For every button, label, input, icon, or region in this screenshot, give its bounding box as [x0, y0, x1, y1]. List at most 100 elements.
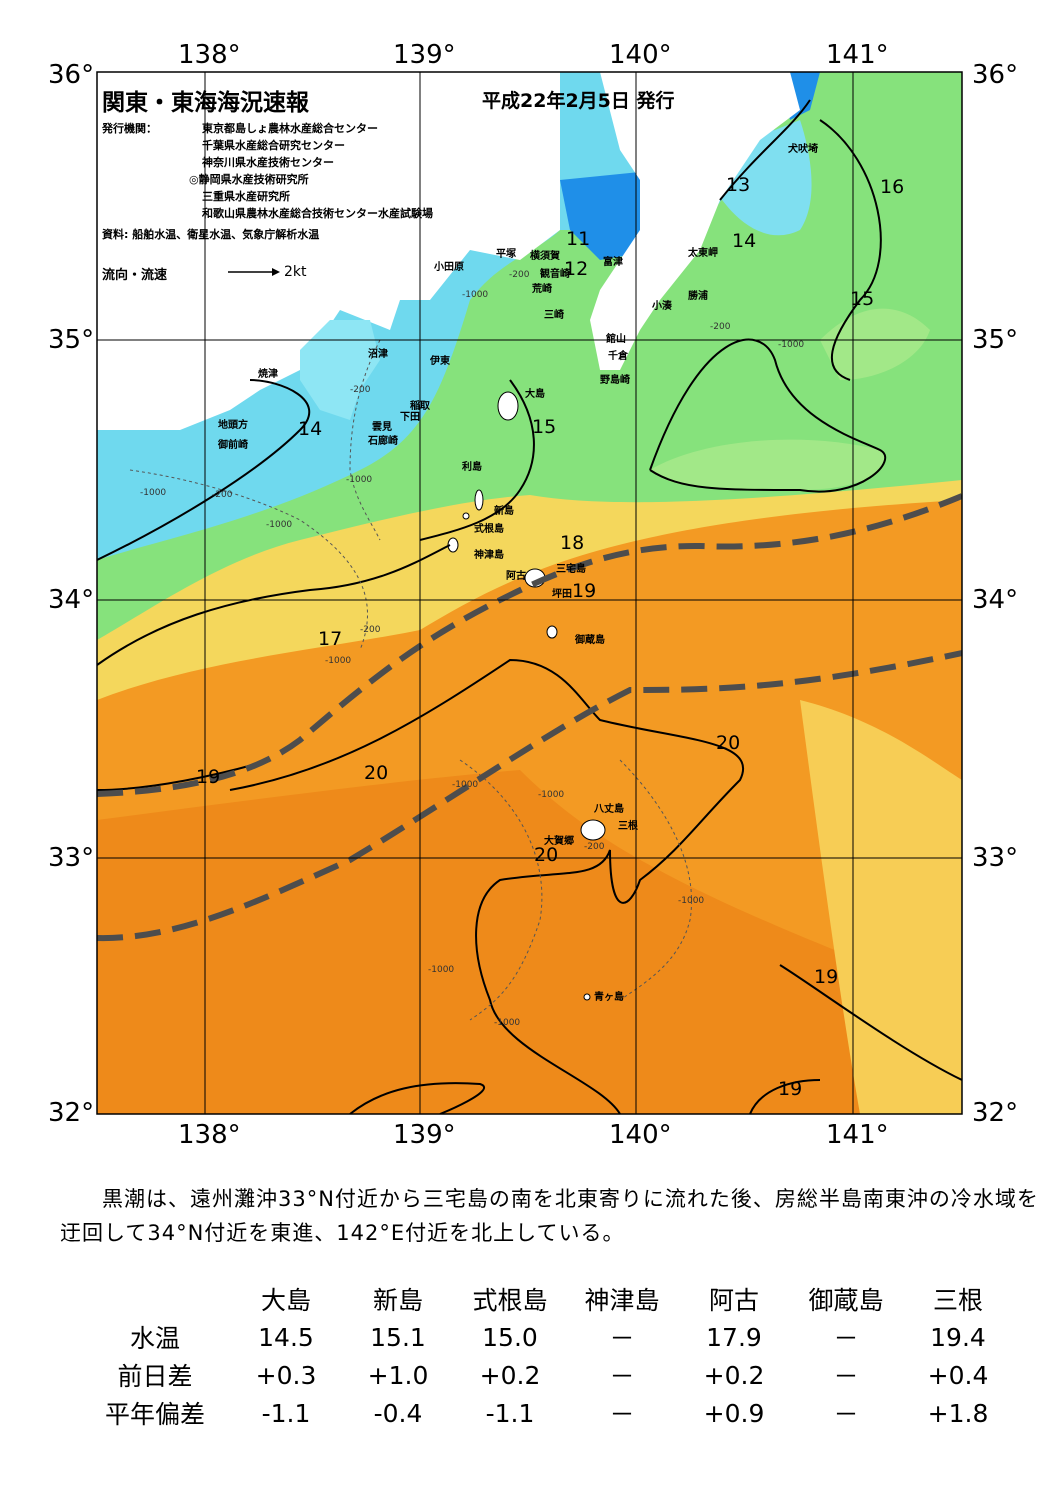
table-row: 前日差 +0.3 +1.0 +0.2 － +0.2 － +0.4: [80, 1356, 1014, 1394]
place-label: 三崎: [544, 310, 564, 321]
col-header: 御蔵島: [808, 1286, 884, 1315]
isotherm-label: 20: [716, 732, 741, 754]
isotherm-label: 13: [726, 174, 751, 196]
table-row: 水温 14.5 15.1 15.0 － 17.9 － 19.4: [80, 1318, 1014, 1356]
table-cell: +0.9: [703, 1398, 765, 1428]
sea-temperature-map: [96, 71, 963, 1115]
lon-tick-top: 139°: [393, 40, 456, 70]
place-label: 阿古: [506, 571, 526, 582]
place-label: 小湊: [652, 301, 672, 312]
isotherm-label: 15: [850, 288, 875, 310]
isotherm-20: [229, 658, 744, 1114]
place-label: 三宅島: [556, 564, 586, 575]
place-label: 石廊崎: [368, 436, 398, 447]
table-cell: 17.9: [706, 1322, 762, 1352]
isotherm-label: 14: [298, 418, 323, 440]
place-label: 野島崎: [600, 375, 630, 386]
col-header: 三根: [932, 1286, 983, 1315]
place-label: 御蔵島: [575, 635, 605, 646]
table-cell: +0.2: [479, 1360, 541, 1390]
hachijo-island: [580, 819, 606, 841]
table-cell: 15.0: [482, 1322, 538, 1352]
place-label: 館山: [606, 334, 626, 345]
depth-label: -200: [212, 490, 233, 500]
lat-tick-right: 35°: [972, 325, 1019, 355]
isotherm-label: 16: [880, 176, 905, 198]
table-cell: -0.4: [373, 1398, 423, 1428]
lat-tick-left: 33°: [48, 843, 95, 873]
row-label: 前日差: [117, 1362, 193, 1391]
lat-tick-right: 36°: [972, 60, 1019, 90]
station-temperature-table: 大島 新島 式根島 神津島 阿古 御蔵島 三根 水温 14.5 15.1 15.…: [80, 1280, 1014, 1432]
lon-tick-bottom: 141°: [826, 1120, 889, 1150]
table-cell: －: [833, 1324, 859, 1353]
isotherm-label: 18: [560, 532, 585, 554]
depth-label: -1000: [494, 1018, 521, 1028]
kuroshio-description: 黒潮は、遠州灘沖33°N付近から三宅島の南を北東寄りに流れた後、房総半島南東沖の…: [60, 1187, 1039, 1245]
flow-legend-label: 流向・流速: [102, 268, 168, 283]
table-cell: 15.1: [370, 1322, 426, 1352]
place-label: 雲見: [372, 422, 392, 433]
isotherm-label: 20: [364, 762, 389, 784]
publisher: 東京都島しょ農林水産総合センター: [202, 122, 378, 135]
col-header: 式根島: [472, 1286, 548, 1315]
depth-label: -1000: [778, 340, 805, 350]
land-boso: [590, 72, 800, 370]
issue-date: 平成22年2月5日 発行: [482, 90, 675, 112]
depth-label: -1000: [140, 488, 167, 498]
col-header: 大島: [260, 1286, 311, 1315]
place-label: 八丈島: [594, 804, 624, 815]
lat-tick-right: 32°: [972, 1098, 1019, 1128]
col-header: 新島: [372, 1286, 423, 1315]
place-label: 犬吠埼: [788, 144, 818, 155]
depth-label: -1000: [346, 475, 373, 485]
place-label: 坪田: [552, 589, 572, 600]
place-label: 地頭方: [218, 420, 248, 431]
row-label: 平年偏差: [104, 1400, 205, 1429]
table-cell: －: [833, 1362, 859, 1391]
place-label: 沼津: [368, 349, 388, 360]
depth-label: -1000: [266, 520, 293, 530]
depth-label: -1000: [678, 896, 705, 906]
lon-tick-top: 141°: [826, 40, 889, 70]
isotherm-14: [97, 379, 311, 561]
lat-tick-right: 33°: [972, 843, 1019, 873]
isotherm-label: 17: [318, 628, 343, 650]
isotherm-label: 19: [196, 766, 221, 788]
lon-tick-bottom: 138°: [178, 1120, 241, 1150]
publisher: 三重県水産研究所: [202, 190, 290, 203]
place-label: 新島: [494, 506, 514, 517]
place-label: 大賀郷: [544, 836, 574, 847]
table-cell: +1.0: [367, 1360, 429, 1390]
lon-tick-top: 138°: [178, 40, 241, 70]
isotherm-label: 19: [572, 580, 597, 602]
isotherm-label: 12: [564, 258, 589, 280]
place-label: 下田: [400, 412, 420, 423]
data-source: 資料: 船舶水温、衛星水温、気象庁解析水温: [102, 228, 320, 241]
depth-label: -1000: [325, 656, 352, 666]
place-label: 観音崎: [540, 269, 570, 280]
depth-label: -1000: [538, 790, 565, 800]
isotherm-label: 15: [532, 416, 557, 438]
isotherm-15: [419, 379, 535, 541]
table-cell: －: [609, 1324, 635, 1353]
publisher: 千葉県水産総合研究センター: [202, 139, 345, 152]
place-label: 三根: [618, 821, 638, 832]
depth-label: -200: [584, 842, 605, 852]
table-cell: －: [609, 1400, 635, 1429]
depth-label: -1000: [452, 780, 479, 790]
depth-label: -200: [710, 322, 731, 332]
lat-tick-right: 34°: [972, 585, 1019, 615]
table-cell: +1.8: [927, 1398, 989, 1428]
isotherm-label: 14: [732, 230, 757, 252]
depth-label: -1000: [462, 290, 489, 300]
place-label: 小田原: [434, 262, 464, 273]
depth-label: -200: [350, 385, 371, 395]
place-label: 伊東: [430, 356, 450, 367]
lat-tick-left: 35°: [48, 325, 95, 355]
isotherm-label: 20: [534, 844, 559, 866]
oshima-island: [497, 391, 519, 421]
flow-legend-scale: 2kt: [284, 264, 307, 280]
place-label: 勝浦: [688, 291, 708, 302]
publisher: ◎静岡県水産技術研究所: [189, 173, 309, 186]
